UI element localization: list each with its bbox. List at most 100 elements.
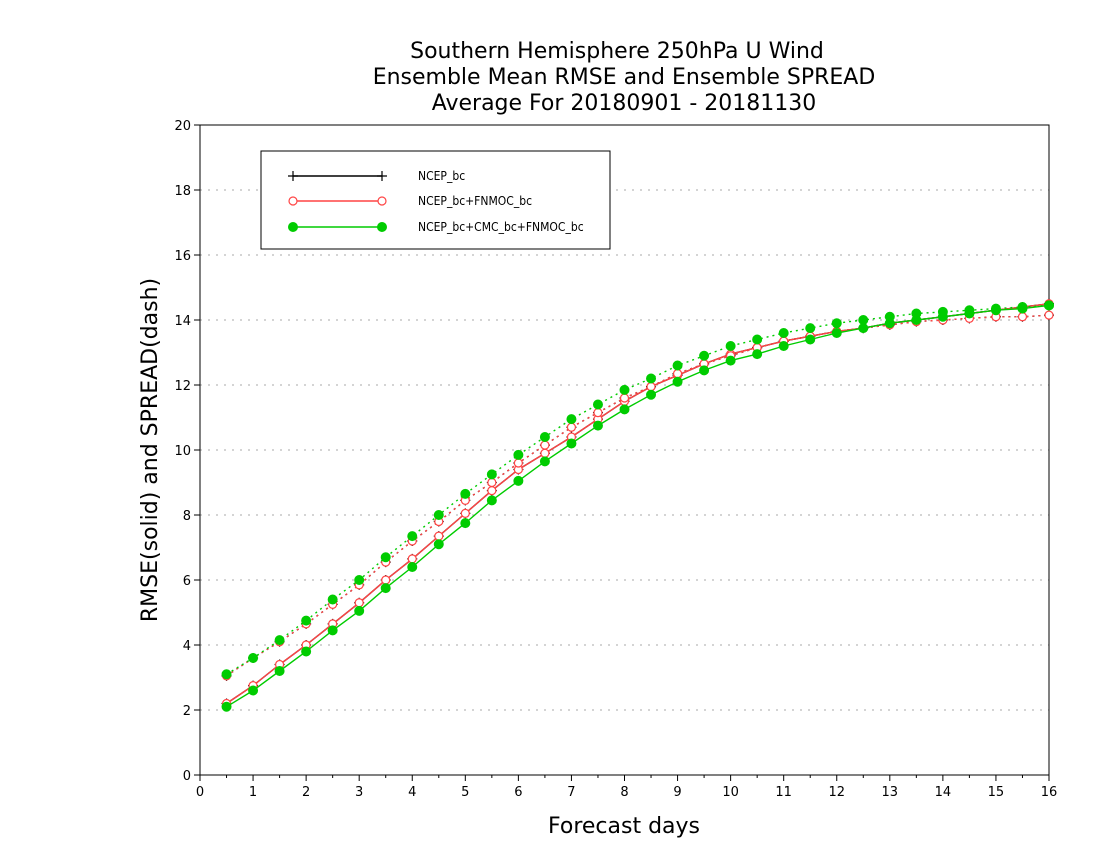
series-1-spread-point-16 xyxy=(646,382,656,392)
x-tick-label-12: 12 xyxy=(828,785,845,800)
series-2-rmse-point-9 xyxy=(460,518,471,529)
y-tick-label-9: 18 xyxy=(174,184,191,199)
legend-marker-left-2 xyxy=(288,222,298,232)
series-2-rmse-point-7 xyxy=(407,562,418,572)
series-2-spread-point-7 xyxy=(407,531,418,542)
series-2-rmse-point-22 xyxy=(805,334,816,345)
series-2-spread-point-12 xyxy=(539,432,550,442)
x-tick-label-6: 6 xyxy=(514,785,522,800)
series-2-rmse-point-1 xyxy=(248,685,259,696)
series-1-spread-point-11 xyxy=(513,458,523,468)
x-tick-label-4: 4 xyxy=(408,785,416,800)
y-tick-label-4: 8 xyxy=(183,509,191,524)
legend-marker-right-1 xyxy=(377,196,387,206)
series-2-spread-point-27 xyxy=(937,306,948,317)
series-2-spread-point-8 xyxy=(433,510,444,520)
legend-marker-right-0 xyxy=(377,171,387,181)
x-tick-label-10: 10 xyxy=(722,785,739,800)
legend-label-2: NCEP_bc+CMC_bc+FNMOC_bc xyxy=(418,220,584,234)
series-2-spread-point-29 xyxy=(990,303,1001,314)
series-1-rmse-point-10 xyxy=(487,486,497,496)
series-2-rmse-point-8 xyxy=(433,539,444,550)
series-2-spread-point-16 xyxy=(646,373,657,384)
series-2-spread-point-25 xyxy=(884,311,895,322)
series-2-spread-point-3 xyxy=(301,615,312,626)
series-2-rmse-point-14 xyxy=(592,420,603,431)
series-2-rmse-point-2 xyxy=(274,666,285,676)
series-2-spread-point-28 xyxy=(964,305,975,316)
series-2-spread-point-14 xyxy=(592,399,603,410)
series-2-rmse-point-3 xyxy=(301,646,312,657)
series-2-rmse-point-10 xyxy=(486,495,497,506)
legend-label-1: NCEP_bc+FNMOC_bc xyxy=(418,194,532,208)
series-2-spread-point-26 xyxy=(911,308,922,319)
series-2-rmse-point-6 xyxy=(380,583,391,594)
series-2-rmse-point-16 xyxy=(646,389,657,400)
y-tick-label-8: 16 xyxy=(174,249,191,264)
series-2-rmse-point-13 xyxy=(566,438,577,449)
x-tick-label-1: 1 xyxy=(249,785,257,800)
legend-marker-right-2 xyxy=(377,222,387,232)
series-2-rmse-point-23 xyxy=(831,328,842,338)
legend: NCEP_bc NCEP_bc+FNMOC_bc NCEP_bc+CMC_bc+FN… xyxy=(260,150,611,250)
y-tick-label-5: 10 xyxy=(174,444,191,459)
series-2-rmse-point-12 xyxy=(539,456,550,467)
series-1-spread-point-31 xyxy=(1044,310,1054,320)
chart-title-line-3: Average For 20180901 - 20181130 xyxy=(432,91,817,116)
x-tick-label-16: 16 xyxy=(1041,785,1058,800)
series-2-spread-point-20 xyxy=(752,334,763,345)
series-2 xyxy=(221,300,1054,712)
series-2-spread-point-10 xyxy=(486,469,497,480)
series-2-spread-point-11 xyxy=(513,449,524,460)
series-2-spread-point-1 xyxy=(248,653,259,663)
series-1-spread-point-15 xyxy=(619,393,630,403)
x-axis-title: Forecast days xyxy=(548,814,700,839)
series-1-rmse-point-12 xyxy=(540,448,550,458)
series-2-rmse-point-5 xyxy=(354,605,365,616)
series-1-spread-point-12 xyxy=(540,440,550,450)
series-2-spread-point-9 xyxy=(460,488,471,499)
axes: 0 1 2 3 4 5 6 7 8 9 10 11 12 13 14 15 160246810121416182… xyxy=(174,119,1057,800)
y-tick-label-3: 6 xyxy=(183,574,191,589)
series-1-rmse-point-6 xyxy=(381,575,391,585)
series-2-spread-point-22 xyxy=(805,323,816,334)
x-tick-label-7: 7 xyxy=(567,785,575,800)
series-2-rmse-point-20 xyxy=(752,349,763,360)
x-tick-label-9: 9 xyxy=(673,785,681,800)
series-1-rmse-point-5 xyxy=(354,598,364,608)
series-1-rmse-point-7 xyxy=(407,554,417,564)
series-2-spread-point-17 xyxy=(672,360,683,371)
y-tick-label-2: 4 xyxy=(183,639,191,654)
series-group xyxy=(221,298,1054,712)
series-2-spread-point-19 xyxy=(725,341,736,351)
series-2-spread-point-18 xyxy=(699,350,710,361)
series-1-spread-point-14 xyxy=(593,408,603,418)
series-2-rmse-point-0 xyxy=(221,701,232,712)
legend-marker-left-1 xyxy=(288,196,298,206)
chart-title-line-2: Ensemble Mean RMSE and Ensemble SPREAD xyxy=(373,65,876,90)
x-tick-label-11: 11 xyxy=(775,785,792,800)
x-tick-label-14: 14 xyxy=(935,785,952,800)
chart-title: Southern Hemisphere 250hPa U Wind Ensemb… xyxy=(373,39,876,116)
series-2-spread-line xyxy=(226,304,1050,675)
series-2-rmse-point-21 xyxy=(778,341,789,351)
chart-title-line-1: Southern Hemisphere 250hPa U Wind xyxy=(410,39,824,64)
legend-marker-left-0 xyxy=(288,171,298,181)
series-2-rmse-point-4 xyxy=(327,625,338,636)
series-1-rmse-point-8 xyxy=(434,531,444,541)
series-2-rmse-point-19 xyxy=(725,355,736,366)
x-tick-label-5: 5 xyxy=(461,785,469,800)
series-2-spread-point-30 xyxy=(1017,302,1028,312)
series-2-spread-point-31 xyxy=(1044,300,1054,311)
x-tick-label-8: 8 xyxy=(620,785,628,800)
series-2-spread-point-6 xyxy=(380,552,391,563)
legend-label-0: NCEP_bc xyxy=(418,169,465,183)
series-2-spread-point-21 xyxy=(778,328,789,338)
series-2-spread-point-4 xyxy=(327,594,338,605)
series-2-spread-point-23 xyxy=(831,318,842,329)
series-2-spread-point-2 xyxy=(274,635,285,646)
series-2-spread-point-5 xyxy=(354,575,365,585)
y-axis-title: RMSE(solid) and SPREAD(dash) xyxy=(138,278,163,622)
